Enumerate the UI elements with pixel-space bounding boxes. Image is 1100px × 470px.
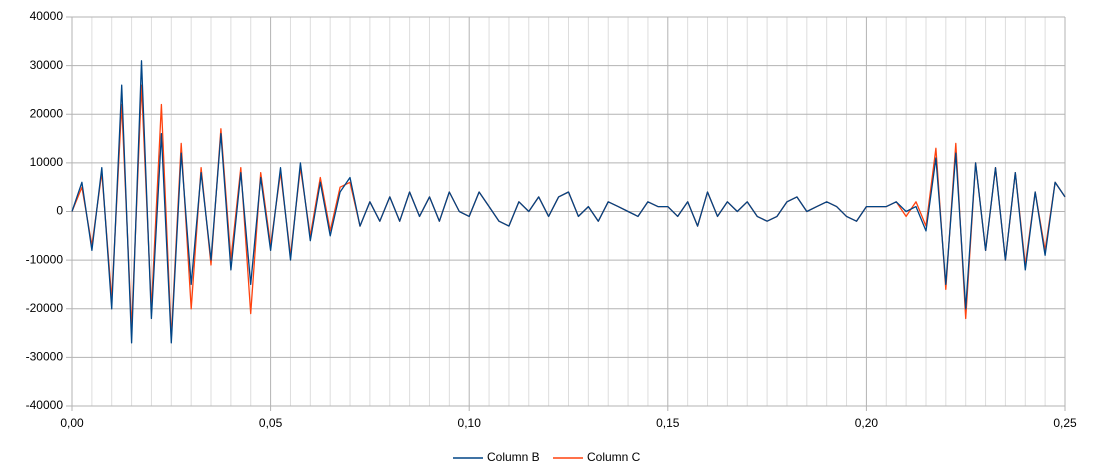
x-tick-label: 0,10 bbox=[458, 416, 482, 430]
x-tick-label: 0,15 bbox=[656, 416, 680, 430]
y-tick-label: 30000 bbox=[30, 58, 64, 72]
series-line bbox=[71, 60, 1066, 344]
x-tick-label: 0,00 bbox=[60, 416, 84, 430]
y-tick-label: -40000 bbox=[26, 398, 64, 412]
legend-label: Column C bbox=[587, 450, 641, 464]
y-tick-label: 20000 bbox=[30, 106, 64, 120]
x-tick-label: 0,05 bbox=[259, 416, 283, 430]
y-tick-label: -20000 bbox=[26, 301, 64, 315]
y-tick-label: -30000 bbox=[26, 350, 64, 364]
legend-label: Column B bbox=[487, 450, 540, 464]
x-tick-label: 0,20 bbox=[855, 416, 879, 430]
y-tick-label: 40000 bbox=[30, 9, 64, 23]
y-tick-label: 10000 bbox=[30, 155, 64, 169]
x-tick-label: 0,25 bbox=[1053, 416, 1077, 430]
y-tick-label: 0 bbox=[56, 204, 63, 218]
y-tick-label: -10000 bbox=[26, 252, 64, 266]
